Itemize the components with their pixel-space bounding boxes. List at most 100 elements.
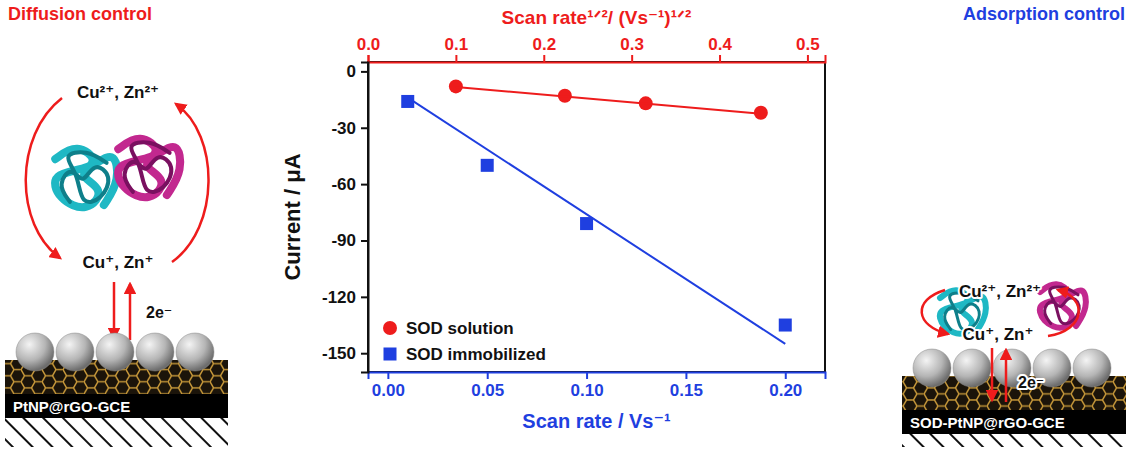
x-axis-title: Scan rate / Vs⁻¹ [522,410,671,432]
data-point [481,159,494,172]
y-axis-tick-mark [361,184,368,186]
electrode-label: PtNP@rGO-GCE [13,398,130,415]
x2-axis-tick-mark [719,55,721,62]
x2-axis-tick-mark [543,55,545,62]
arrow [922,290,948,334]
diagram-title: Diffusion control [8,4,152,24]
fit-line [456,87,761,114]
pt-nanoparticle [953,349,991,387]
arrow [1048,290,1079,336]
y-axis-tick: -60 [331,175,368,194]
data-point [580,217,593,230]
pt-nanoparticle [56,333,94,371]
y-axis-tick-mark [361,240,368,242]
pt-nanoparticle [16,333,54,371]
oxidized-label: Cu²⁺, Zn²⁺ [77,83,159,102]
x2-axis-tick-label: 0.3 [620,35,644,54]
x2-axis-tick-mark [807,55,809,62]
y-axis-tick: 0 [347,62,368,81]
y-axis-tick-label: 0 [347,62,356,81]
diagram-title: Adsorption control [963,4,1125,24]
y-axis-tick: -120 [322,288,368,307]
pt-nanoparticle [136,333,174,371]
electrode-label: SOD-PtNP@rGO-GCE [910,414,1065,431]
x2-axis-title: Scan rate¹ᐟ²/ (Vs⁻¹)¹ᐟ² [502,7,692,28]
enzyme-ribbon [55,149,117,207]
arrow [26,98,62,258]
x-axis-tick: 0.00 [372,372,405,400]
x-axis-tick-mark [487,372,489,379]
plot-marks [401,79,792,343]
diagram-right: Adsorption control SOD-PtNP@rGO-GCE Cu²⁺, … [902,4,1126,447]
diagram-left: Diffusion control Cu²⁺, Zn²⁺ Cu⁺, Zn⁺ 2e⁻ Pt… [5,4,228,447]
x2-axis-tick: 0.3 [620,35,644,62]
x2-axis: 0.0 0.1 0.2 0.3 0.4 0.5 [357,35,826,63]
electrode-bar [5,394,228,418]
y-axis-title: Current / μA [280,153,305,280]
enzyme-ribbon [118,139,180,197]
enzyme-ribbon [62,152,109,202]
y-axis-tick-mark [361,353,368,355]
electron-label: 2e⁻ [146,304,172,321]
pt-nanoparticle [176,333,214,371]
electron-label: 2e⁻ [1018,374,1044,391]
electrode-bar [902,410,1126,434]
arrow [113,282,116,338]
x-axis-tick-label: 0.00 [372,381,405,400]
electrode-hatch [902,434,1126,447]
x-axis-tick-label: 0.05 [471,381,504,400]
arrow [172,104,209,262]
y-axis-line [361,63,369,373]
pt-nanoparticle [96,333,134,371]
y-axis-tick-label: -150 [322,344,356,363]
legend-label: SOD immobilized [406,345,546,364]
fit-line [408,98,786,344]
figure: 0.00 0.05 0.10 0.15 0.20 0.0 0.1 0.2 0.3 0.4 0.5 -1… [0,0,1131,450]
arrow [1005,350,1008,402]
x-axis-tick-label: 0.10 [571,381,604,400]
x-axis-tick-label: 0.15 [670,381,703,400]
x2-axis-tick-label: 0.5 [796,35,820,54]
y-axis-tick-label: -60 [331,175,356,194]
x2-axis-tick: 0.4 [708,35,732,62]
x-axis-tick-mark [586,372,588,379]
x-axis-tick-mark [685,372,687,379]
x2-axis-tick-label: 0.2 [532,35,556,54]
y-axis-tick-label: -120 [322,288,356,307]
reduced-label: Cu⁺, Zn⁺ [83,253,154,272]
electrode-hatch [5,418,228,447]
y-axis-tick-label: -30 [331,119,356,138]
legend-marker [384,348,397,361]
pt-nanoparticle [1073,349,1111,387]
legend: SOD solution SOD immobilized [383,319,546,364]
reduced-label: Cu⁺, Zn⁺ [963,325,1034,344]
legend-item: SOD solution [383,319,514,338]
oxidized-label: Cu²⁺, Zn²⁺ [959,282,1041,301]
y-axis: -150 -120 -90 -60 -30 0 [322,62,369,372]
x2-axis-tick-mark [631,55,633,62]
y-axis-tick: -90 [331,231,368,250]
x-axis-tick-mark [387,372,389,379]
x2-axis-tick: 0.1 [445,35,469,62]
arrow [129,284,132,340]
x-axis-tick: 0.10 [571,372,604,400]
y-axis-tick: -30 [331,119,368,138]
x-axis-tick: 0.05 [471,372,504,400]
x2-axis-tick-label: 0.4 [708,35,732,54]
enzyme-ribbon [125,142,172,192]
x-axis: 0.00 0.05 0.10 0.15 0.20 [369,372,826,400]
y-axis-tick: -150 [322,344,368,363]
x2-axis-line [369,55,826,63]
x2-axis-tick: 0.5 [796,35,820,62]
x2-axis-tick: 0.0 [357,35,381,62]
x2-axis-tick-label: 0.1 [445,35,469,54]
y-axis-tick-mark [361,296,368,298]
legend-label: SOD solution [406,319,514,338]
x-axis-tick: 0.20 [769,372,802,400]
x2-axis-tick-label: 0.0 [357,35,381,54]
arrow [991,348,994,400]
x-axis-tick-label: 0.20 [769,381,802,400]
x-axis-tick-mark [785,372,787,379]
y-axis-tick-mark [361,127,368,129]
pt-nanoparticle [913,349,951,387]
